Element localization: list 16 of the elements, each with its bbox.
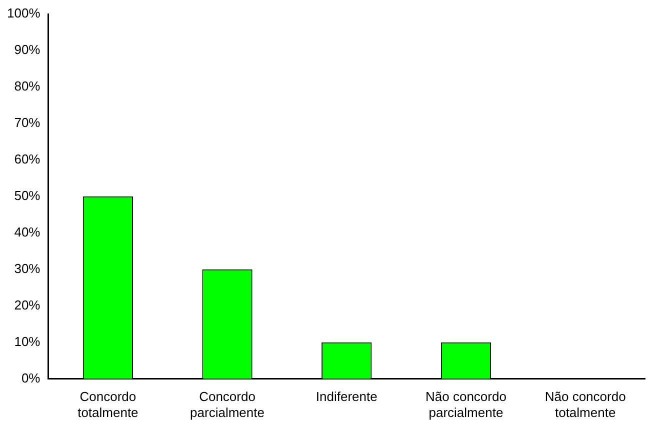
y-tick-label: 100%	[7, 6, 41, 21]
x-tick-label: Concordo totalmente	[78, 389, 138, 420]
y-tick-label: 70%	[14, 115, 41, 130]
y-tick-label: 90%	[14, 42, 41, 58]
y-tick-label: 20%	[14, 297, 41, 312]
x-tick-label: Concordo parcialmente	[190, 389, 264, 420]
y-tick-label: 30%	[14, 260, 41, 276]
y-tick-label: 40%	[14, 224, 41, 240]
y-tick-label: 60%	[14, 152, 41, 166]
x-tick-label: Não concordo totalmente	[544, 389, 626, 420]
y-tick-label: 50%	[14, 188, 41, 203]
y-tick-label: 10%	[14, 334, 41, 349]
x-tick-label: Indiferente	[316, 389, 378, 404]
y-tick-label: 80%	[14, 78, 41, 94]
x-tick-label: Não concordo parcialmente	[426, 389, 506, 420]
y-tick-label: 0%	[21, 370, 41, 386]
